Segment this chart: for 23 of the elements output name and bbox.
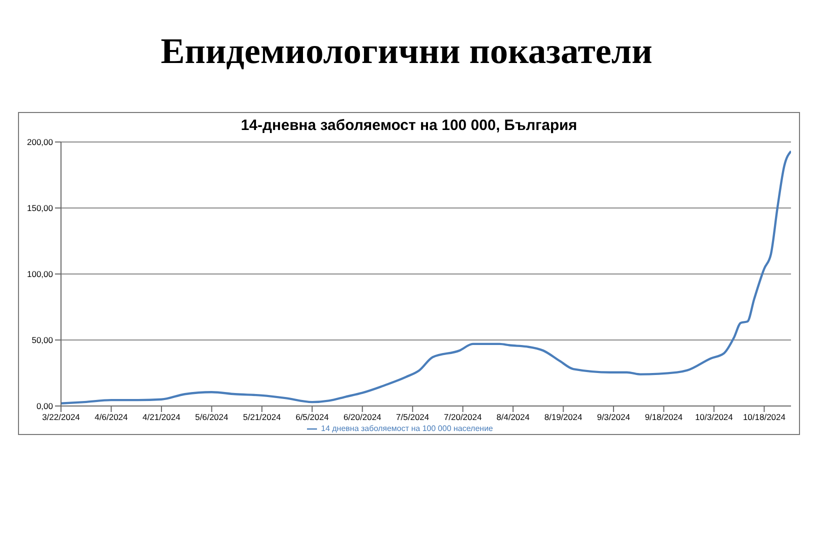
y-tick-label: 100,00: [27, 269, 54, 280]
x-tick-label: 8/19/2024: [544, 412, 582, 422]
x-tick-label: 5/6/2024: [195, 412, 228, 422]
x-tick-label: 8/4/2024: [496, 412, 530, 422]
x-tick-label: 3/22/2024: [42, 412, 80, 422]
legend-label: 14 дневна заболяемост на 100 000 население: [321, 424, 493, 434]
x-tick-label: 4/21/2024: [142, 412, 181, 422]
x-tick-label: 4/6/2024: [94, 412, 128, 422]
x-tick-label: 7/5/2024: [396, 412, 430, 422]
y-tick-label: 50,00: [32, 335, 54, 346]
x-tick-label: 5/21/2024: [243, 412, 282, 422]
chart-title: Епидемиологични показатели: [160, 30, 654, 72]
x-tick-label: 10/18/2024: [742, 412, 786, 422]
y-tick-label: 200,00: [27, 137, 54, 148]
x-tick-label: 7/20/2024: [444, 412, 482, 422]
x-tick-label: 10/3/2024: [695, 412, 734, 422]
x-tick-label: 6/20/2024: [343, 412, 382, 422]
y-tick-label: 0,00: [36, 401, 54, 412]
x-tick-label: 9/3/2024: [596, 412, 630, 422]
y-tick-label: 150,00: [27, 203, 54, 214]
x-tick-label: 9/18/2024: [644, 412, 683, 422]
chart-subtitle: 14-дневна заболяемост на 100 000, България: [240, 117, 578, 134]
x-tick-label: 6/5/2024: [296, 412, 329, 422]
